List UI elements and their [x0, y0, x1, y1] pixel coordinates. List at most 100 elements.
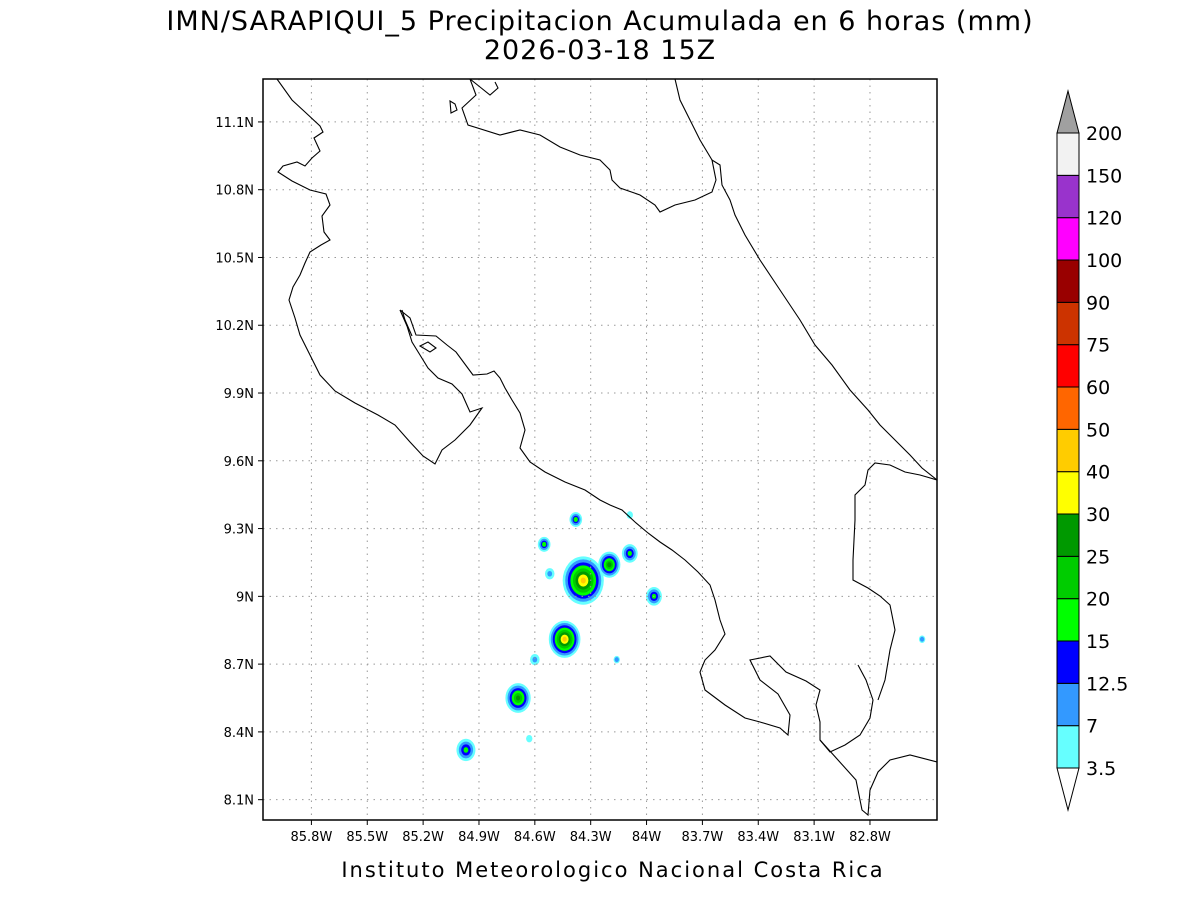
colorbar-label: 15 [1086, 631, 1110, 653]
y-tick-label: 8.4N [224, 726, 254, 741]
precip-contour-7 [547, 570, 553, 577]
precip-cell [537, 536, 551, 552]
precipitation-layer [456, 511, 926, 762]
precip-cell [613, 655, 620, 664]
graticule-grid [263, 79, 937, 820]
colorbar-label: 90 [1086, 292, 1110, 314]
precip-contour-7 [614, 657, 619, 663]
colorbar-label: 50 [1086, 419, 1110, 441]
precip-cell [530, 654, 540, 666]
colorbar-label: 7 [1086, 716, 1098, 738]
precip-contour-15 [542, 541, 547, 547]
coastline-layer [263, 79, 937, 817]
colorbar-label: 150 [1086, 165, 1122, 187]
colorbar-label: 25 [1086, 546, 1110, 568]
colorbar-box-150 [1056, 132, 1080, 176]
latitude-axis: 11.1N 10.8N 10.5N 10.2N 9.9N 9.6N 9.3N 9N 8.7N 8.… [215, 116, 263, 809]
gulf-island [418, 341, 437, 353]
costa-rica-pacific-coast [276, 79, 484, 465]
colorbar-box-20 [1056, 555, 1080, 600]
colorbar-top-arrow [1056, 89, 1080, 134]
precip-contour-15 [627, 550, 632, 556]
panama-border [852, 462, 937, 701]
precip-cell [526, 734, 533, 743]
precip-contour-3.5 [626, 511, 633, 519]
nicoya-gulf-coast [399, 309, 874, 753]
y-tick-label: 8.7N [224, 658, 254, 673]
colorbar-bottom-arrow [1056, 767, 1080, 812]
colorbar-box-7 [1056, 682, 1080, 727]
precip-contour-25 [607, 562, 612, 568]
x-tick-label: 84.9W [458, 830, 500, 845]
precip-cell [548, 620, 581, 658]
x-tick-label: 83.7W [681, 830, 723, 845]
x-tick-label: 84.6W [514, 830, 556, 845]
colorbar-label: 200 [1086, 123, 1122, 145]
x-tick-label: 83.4W [737, 830, 779, 845]
osa-peninsula-coast [819, 739, 937, 817]
y-tick-label: 9.6N [224, 455, 254, 470]
colorbar-box-40 [1056, 428, 1080, 473]
x-tick-label: 83.1W [793, 830, 835, 845]
precip-cell [544, 568, 555, 580]
precip-contour-25 [515, 695, 521, 701]
longitude-axis: 85.8W 85.5W 85.2W 84.9W 84.6W 84.3W 84W 83.7W 83… [291, 820, 891, 845]
map-frame [262, 78, 938, 821]
northern-border [263, 79, 713, 161]
map-panel: 85.8W 85.5W 85.2W 84.9W 84.6W 84.3W 84W 83.7W 83… [215, 78, 938, 845]
colorbar-label: 75 [1086, 335, 1110, 357]
y-tick-label: 9.9N [224, 387, 254, 402]
colorbar-box-90 [1056, 259, 1080, 303]
y-tick-label: 9N [236, 590, 254, 605]
precip-contour-15 [573, 517, 578, 523]
precip-cell [598, 551, 621, 578]
caribbean-river-outline [401, 309, 413, 337]
y-tick-label: 8.1N [224, 794, 254, 809]
colorbar-box-60 [1056, 344, 1080, 388]
colorbar-label: 100 [1086, 250, 1122, 272]
colorbar-box-12.5 [1056, 640, 1080, 684]
precip-contour-7 [919, 636, 925, 642]
precip-cell [562, 556, 604, 605]
x-tick-label: 85.8W [291, 830, 333, 845]
colorbar-label: 40 [1086, 462, 1110, 484]
precip-cell [626, 511, 633, 519]
colorbar-box-100 [1056, 217, 1080, 261]
credit-text: Instituto Meteorologico Nacional Costa R… [341, 858, 884, 882]
x-tick-label: 82.8W [849, 830, 891, 845]
precip-cell [456, 738, 476, 762]
map-title: IMN/SARAPIQUI_5 Precipitacion Acumulada … [166, 6, 1033, 37]
precip-cell [918, 635, 926, 643]
colorbar-label: 3.5 [1086, 758, 1116, 780]
x-tick-label: 84.3W [570, 830, 612, 845]
y-tick-label: 10.2N [215, 319, 254, 334]
colorbar-label: 30 [1086, 504, 1110, 526]
x-tick-label: 85.2W [402, 830, 444, 845]
y-tick-label: 9.3N [224, 523, 254, 538]
y-tick-label: 10.5N [215, 251, 254, 266]
colorbar-label: 120 [1086, 208, 1122, 230]
precip-cell [505, 683, 531, 713]
precip-contour-40 [562, 636, 567, 642]
colorbar-label: 12.5 [1086, 673, 1128, 695]
colorbar-box-30 [1056, 471, 1080, 515]
precip-contour-15 [463, 747, 469, 753]
x-tick-label: 85.5W [346, 830, 388, 845]
colorbar-box-15 [1056, 598, 1080, 642]
colorbar-box-3.5 [1056, 725, 1080, 769]
precip-cell [569, 512, 583, 527]
colorbar-label: 20 [1086, 589, 1110, 611]
lake-nicaragua-island [449, 99, 458, 114]
precip-cell [621, 544, 638, 563]
map-subtitle-date: 2026-03-18 15Z [484, 35, 716, 66]
colorbar-box-25 [1056, 513, 1080, 557]
y-tick-label: 10.8N [215, 184, 254, 199]
colorbar-legend: 3.5 7 12.5 15 20 25 30 40 50 60 75 90 100 120 150 200 [1056, 89, 1128, 812]
precip-contour-40 [580, 577, 586, 584]
colorbar-box-75 [1056, 301, 1080, 346]
precip-contour-7 [532, 656, 538, 663]
precip-contour-3.5 [526, 734, 533, 743]
colorbar-box-50 [1056, 386, 1080, 430]
colorbar-box-120 [1056, 174, 1080, 219]
